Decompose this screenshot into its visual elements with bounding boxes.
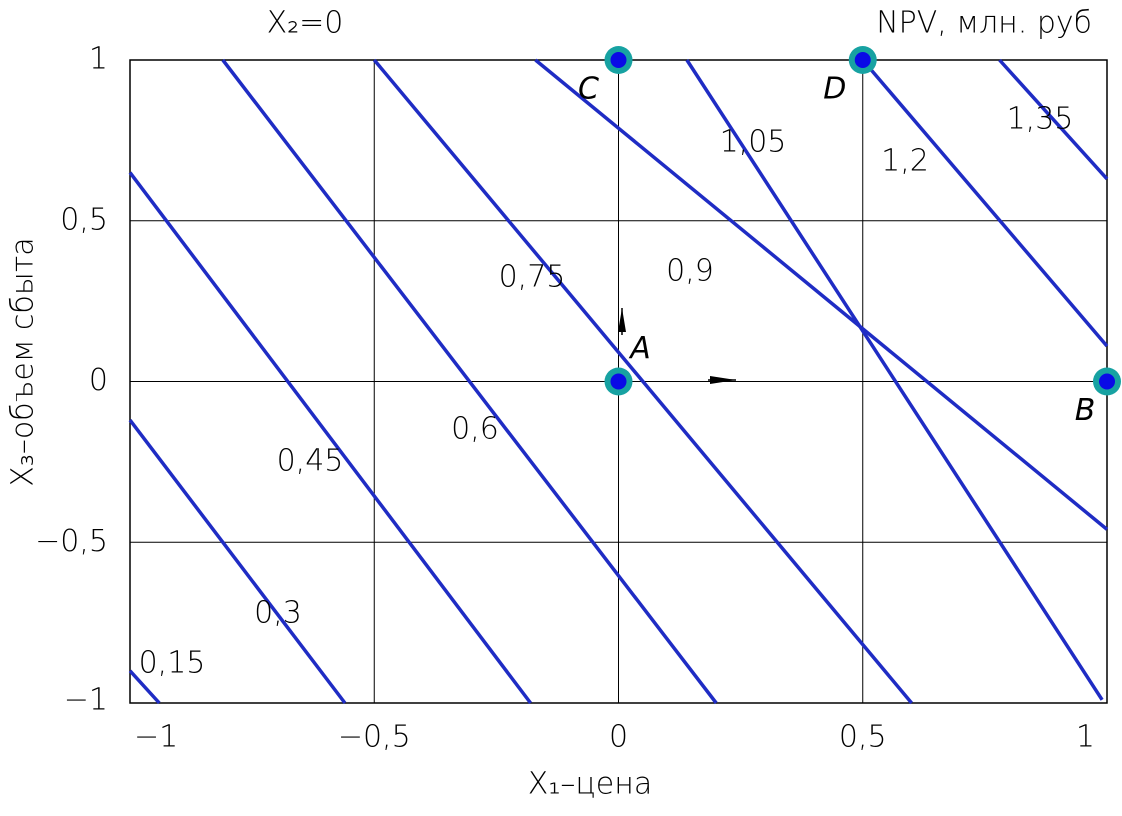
x-tick-label: 0 bbox=[609, 720, 628, 755]
y-tick-label: 0,5 bbox=[60, 202, 108, 237]
point bbox=[1099, 373, 1115, 390]
point bbox=[610, 52, 627, 68]
contour-label: 0,45 bbox=[277, 444, 344, 479]
contour-label: 1,05 bbox=[720, 125, 787, 160]
y-tick-label: −1 bbox=[64, 683, 108, 718]
contour-line bbox=[372, 58, 913, 705]
x-tick-label: −0,5 bbox=[338, 720, 411, 755]
point-label: D bbox=[823, 72, 846, 107]
chart-subtitle: NPV, млн. руб bbox=[876, 6, 1092, 41]
point-label: A bbox=[628, 331, 651, 366]
contour-label: 0,6 bbox=[451, 412, 499, 447]
point-label: C bbox=[578, 72, 599, 107]
contour-line bbox=[998, 58, 1109, 181]
contour-label: 0,3 bbox=[254, 596, 302, 631]
y-tick-label: 0 bbox=[89, 363, 108, 398]
contour-label: 0,9 bbox=[666, 254, 714, 289]
arrow-head bbox=[618, 308, 626, 332]
contour-line bbox=[128, 419, 347, 705]
x-tick-label: 1 bbox=[1076, 720, 1095, 755]
contour-line bbox=[861, 58, 1109, 348]
chart-title: X₂=0 bbox=[267, 6, 344, 41]
y-tick-label: 1 bbox=[89, 42, 108, 77]
y-axis-label: X₃–объем сбыта bbox=[6, 237, 41, 486]
point-label: B bbox=[1075, 393, 1096, 428]
arrow-head bbox=[710, 376, 736, 384]
contour-line bbox=[221, 58, 718, 705]
contour-line bbox=[128, 669, 161, 705]
contour-line bbox=[685, 59, 1104, 701]
contour-label: 1,2 bbox=[881, 144, 929, 179]
contour-line bbox=[128, 171, 532, 705]
contour-line bbox=[534, 58, 1109, 531]
point bbox=[610, 373, 627, 390]
x-tick-label: −1 bbox=[134, 720, 178, 755]
contour-label: 0,75 bbox=[499, 260, 566, 295]
x-tick-label: 0,5 bbox=[839, 720, 887, 755]
contour-label: 0,15 bbox=[139, 646, 206, 681]
point bbox=[854, 52, 871, 68]
contour-label: 1,35 bbox=[1007, 102, 1074, 137]
y-tick-label: −0,5 bbox=[35, 524, 108, 559]
x-axis-label: X₁–цена bbox=[528, 767, 652, 802]
